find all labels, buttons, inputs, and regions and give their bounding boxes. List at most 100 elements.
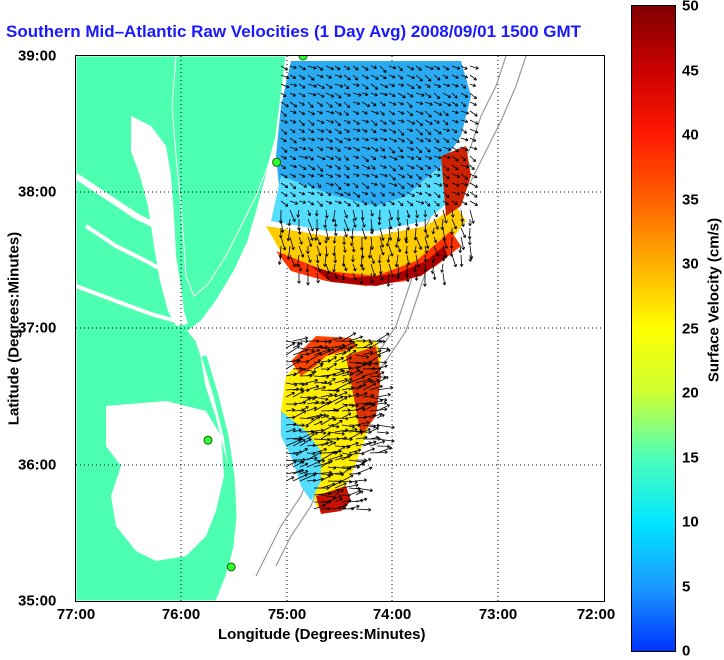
velocity-arrow (292, 460, 305, 468)
velocity-arrow (285, 345, 300, 356)
velocity-arrow (355, 370, 364, 377)
velocity-arrow (297, 272, 301, 284)
velocity-arrow (460, 218, 465, 227)
velocity-arrow (451, 164, 459, 171)
velocity-arrow (289, 128, 296, 133)
velocity-arrow (334, 396, 348, 405)
velocity-arrow (361, 65, 369, 71)
velocity-arrow (292, 469, 304, 475)
velocity-arrow (394, 236, 399, 248)
velocity-arrow (352, 146, 361, 152)
velocity-arrow (450, 227, 454, 235)
velocity-arrow (424, 92, 432, 98)
velocity-arrow (307, 218, 314, 232)
velocity-arrow (348, 369, 361, 377)
map-plot-area[interactable] (75, 55, 605, 602)
velocity-arrow (307, 182, 315, 189)
velocity-arrow (370, 191, 376, 198)
velocity-arrow (348, 350, 357, 356)
velocity-arrow (468, 254, 473, 262)
velocity-arrow (376, 371, 385, 377)
outer-banks (201, 355, 237, 567)
velocity-arrow (307, 236, 313, 247)
velocity-arrow (388, 164, 396, 172)
velocity-arrow (307, 146, 314, 152)
velocity-arrow (397, 218, 402, 227)
velocity-arrow (289, 182, 297, 190)
velocity-arrow (423, 254, 428, 263)
velocity-arrow (327, 494, 343, 503)
velocity-arrow (307, 200, 315, 206)
velocity-arrow (299, 431, 315, 440)
velocity-arrow (433, 173, 441, 177)
velocity-arrow (469, 128, 479, 134)
velocity-arrow (376, 360, 388, 365)
velocity-arrow (352, 263, 357, 272)
velocity-arrow (325, 191, 332, 196)
velocity-arrow (362, 428, 371, 433)
velocity-arrow (460, 146, 469, 152)
velocity-arrow (370, 164, 376, 170)
velocity-arrow (433, 110, 443, 116)
velocity-arrow (316, 92, 325, 98)
velocity-arrow (404, 236, 409, 244)
velocity-arrow (406, 164, 415, 170)
velocity-arrow (362, 342, 373, 349)
velocity-arrow (355, 383, 367, 391)
velocity-arrow (362, 382, 377, 391)
velocity-arrow (424, 227, 429, 238)
map-canvas (76, 56, 604, 601)
velocity-arrow (292, 390, 305, 398)
rappahannock-river (84, 224, 165, 273)
velocity-arrow (433, 137, 440, 143)
velocity-arrow (327, 369, 346, 377)
velocity-arrow (351, 254, 355, 263)
velocity-arrow (306, 359, 321, 370)
velocity-arrow (388, 200, 395, 206)
velocity-arrow (325, 155, 334, 160)
velocity-arrow (406, 137, 414, 145)
velocity-arrow (327, 417, 337, 422)
velocity-vectors (277, 65, 479, 512)
velocity-arrow (406, 173, 413, 179)
velocity-arrow (298, 92, 306, 98)
velocity-arrow (298, 155, 308, 160)
velocity-arrow (327, 395, 344, 405)
y-tick-37: 37:00 (18, 319, 57, 337)
velocity-arrow (397, 164, 404, 170)
velocity-arrow (352, 110, 360, 115)
velocity-arrow (280, 164, 287, 170)
colorbar-tick: 20 (682, 384, 699, 402)
velocity-arrow (280, 128, 288, 135)
velocity-arrow (334, 200, 342, 205)
velocity-arrow (451, 200, 459, 205)
velocity-arrow (298, 128, 305, 133)
velocity-arrow (460, 164, 470, 169)
velocity-arrow (424, 83, 431, 88)
velocity-arrow (415, 254, 420, 268)
velocity-arrow (285, 428, 296, 433)
velocity-arrow (307, 173, 315, 178)
velocity-arrow (355, 392, 368, 398)
velocity-arrow (460, 119, 469, 124)
velocity-arrow (369, 384, 383, 391)
velocity-arrow (370, 209, 374, 217)
velocity-arrow (343, 263, 348, 272)
velocity-arrow (299, 397, 312, 405)
velocity-arrow (397, 173, 405, 179)
velocity-arrow (348, 335, 363, 342)
velocity-arrow (299, 473, 316, 482)
velocity-arrow (451, 101, 459, 107)
velocity-arrow (355, 402, 370, 412)
velocity-arrow (325, 128, 332, 134)
velocity-arrow (415, 164, 424, 171)
velocity-arrow (320, 451, 336, 461)
velocity-arrow (316, 155, 326, 161)
velocity-arrow (332, 236, 337, 244)
velocity-arrow (343, 119, 351, 124)
velocity-arrow (376, 438, 395, 443)
velocity-arrow (424, 164, 432, 170)
velocity-arrow (397, 128, 405, 136)
velocity-arrow (424, 173, 433, 178)
velocity-arrow (292, 342, 303, 349)
